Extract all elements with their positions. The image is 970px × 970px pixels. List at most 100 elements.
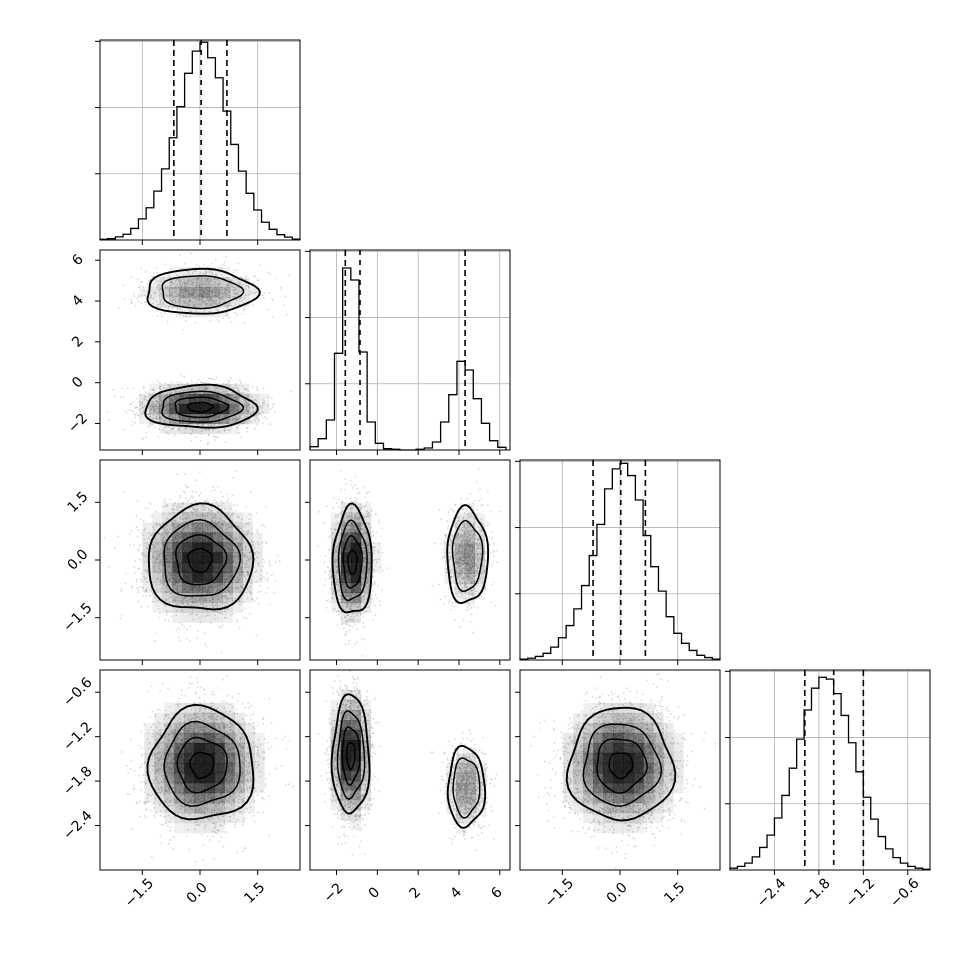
- pair-1-0-sample-point: [220, 387, 222, 389]
- pair-1-0-sample-point: [236, 427, 239, 429]
- pair-1-0-density-cell: [169, 277, 180, 288]
- pair-2-0-sample-point: [209, 525, 212, 527]
- pair-1-0-sample-point: [197, 298, 199, 301]
- pair-2-0-sample-point: [113, 547, 116, 549]
- pair-1-0-sample-point: [200, 297, 203, 300]
- pair-2-0-sample-point: [213, 604, 215, 607]
- pair-1-0-sample-point: [191, 388, 194, 391]
- pair-2-0-sample-point: [205, 645, 208, 648]
- pair-1-0-sample-point: [231, 417, 234, 419]
- pair-1-0-sample-point: [267, 404, 269, 407]
- pair-1-0-sample-point: [213, 278, 216, 281]
- pair-1-0-sample-point: [159, 303, 162, 305]
- pair-1-0-sample-point: [132, 410, 134, 413]
- pair-2-0-sample-point: [225, 518, 227, 520]
- pair-2-0-sample-point: [255, 512, 258, 514]
- pair-1-0-sample-point: [232, 412, 235, 415]
- pair-1-0-sample-point: [201, 286, 203, 289]
- pair-1-0-sample-point: [151, 297, 154, 300]
- pair-1-0-sample-point: [173, 302, 176, 304]
- pair-1-0-sample-point: [182, 295, 185, 297]
- pair-1-0-sample-point: [165, 394, 168, 397]
- pair-2-0-sample-point: [120, 613, 123, 616]
- pair-1-0-sample-point: [191, 297, 194, 300]
- pair-1-0-sample-point: [186, 279, 189, 282]
- pair-2-0-sample-point: [145, 555, 148, 557]
- pair-1-0-sample-point: [219, 391, 221, 393]
- pair-1-0-sample-point: [157, 417, 160, 420]
- pair-1-0-sample-point: [207, 286, 210, 289]
- pair-1-0-sample-point: [152, 413, 155, 416]
- pair-1-0-sample-point: [155, 416, 157, 419]
- pair-1-0-sample-point: [248, 418, 250, 421]
- pair-1-0-sample-point: [210, 284, 213, 287]
- pair-1-0-sample-point: [151, 388, 153, 391]
- pair-1-0-sample-point: [195, 310, 197, 313]
- pair-1-0-sample-point: [215, 436, 217, 439]
- pair-2-0-sample-point: [144, 527, 147, 530]
- pair-2-0-sample-point: [180, 524, 182, 527]
- pair-1-0-sample-point: [273, 403, 276, 405]
- pair-1-0-sample-point: [225, 288, 228, 291]
- pair-2-0-sample-point: [217, 594, 220, 597]
- pair-1-0-sample-point: [284, 295, 287, 298]
- pair-1-0-density-cell: [189, 413, 200, 425]
- pair-1-0-sample-point: [229, 380, 231, 382]
- pair-2-0-sample-point: [264, 540, 267, 543]
- pair-1-0-sample-point: [199, 292, 202, 294]
- pair-1-0-sample-point: [234, 421, 236, 423]
- pair-1-0-sample-point: [254, 415, 256, 418]
- pair-1-0-sample-point: [174, 300, 177, 303]
- pair-1-0-sample-point: [226, 420, 228, 423]
- pair-1-0-sample-point: [236, 293, 239, 296]
- pair-1-0-sample-point: [135, 397, 138, 400]
- pair-1-0-sample-point: [223, 429, 226, 432]
- pair-1-0-sample-point: [154, 408, 156, 410]
- pair-2-0-sample-point: [229, 593, 232, 596]
- pair-2-0-sample-point: [140, 578, 143, 580]
- pair-2-0-sample-point: [120, 589, 123, 592]
- pair-1-0-sample-point: [240, 392, 243, 394]
- pair-2-0-sample-point: [257, 562, 260, 564]
- pair-1-0-sample-point: [182, 291, 185, 294]
- pair-2-0-sample-point: [204, 643, 206, 645]
- pair-1-0-sample-point: [171, 298, 174, 301]
- pair-1-0-density-cell: [229, 423, 240, 435]
- pair-2-0-sample-point: [237, 516, 240, 519]
- pair-1-0-sample-point: [158, 428, 161, 431]
- pair-2-0-sample-point: [196, 505, 198, 507]
- pair-1-0-sample-point: [242, 422, 244, 425]
- pair-1-0-sample-point: [178, 390, 181, 393]
- pair-2-0-sample-point: [204, 598, 207, 600]
- pair-1-0-sample-point: [175, 398, 177, 400]
- pair-2-0-sample-point: [246, 559, 248, 562]
- pair-1-0-sample-point: [178, 303, 181, 306]
- pair-1-0-density-cell: [229, 413, 240, 425]
- pair-2-0-sample-point: [223, 531, 225, 534]
- pair-1-0-density-cell: [179, 287, 190, 298]
- pair-1-0-sample-point: [245, 278, 248, 281]
- pair-2-0-sample-point: [170, 615, 173, 618]
- pair-1-0-sample-point: [145, 431, 148, 434]
- pair-1-0-sample-point: [187, 272, 190, 275]
- pair-1-0-sample-point: [171, 290, 174, 293]
- pair-2-0-sample-point: [190, 527, 193, 530]
- pair-2-0-sample-point: [205, 512, 207, 515]
- pair-2-0-sample-point: [228, 590, 230, 592]
- pair-1-0-sample-point: [173, 435, 175, 437]
- pair-1-0-sample-point: [190, 433, 193, 435]
- pair-1-0-sample-point: [232, 402, 235, 404]
- pair-1-0-sample-point: [164, 396, 167, 398]
- pair-2-0-sample-point: [249, 612, 251, 615]
- pair-1-0-sample-point: [200, 433, 203, 435]
- pair-2-0-sample-point: [155, 522, 158, 525]
- pair-2-0-sample-point: [262, 558, 265, 561]
- pair-1-0-density-cell: [209, 423, 220, 435]
- pair-1-0-sample-point: [170, 414, 173, 416]
- pair-1-0-sample-point: [233, 296, 236, 298]
- pair-2-0-sample-point: [251, 532, 254, 535]
- pair-2-0-sample-point: [169, 576, 172, 579]
- pair-2-0-sample-point: [246, 565, 248, 568]
- pair-1-0-sample-point: [232, 284, 234, 287]
- pair-1-0-sample-point: [246, 401, 249, 404]
